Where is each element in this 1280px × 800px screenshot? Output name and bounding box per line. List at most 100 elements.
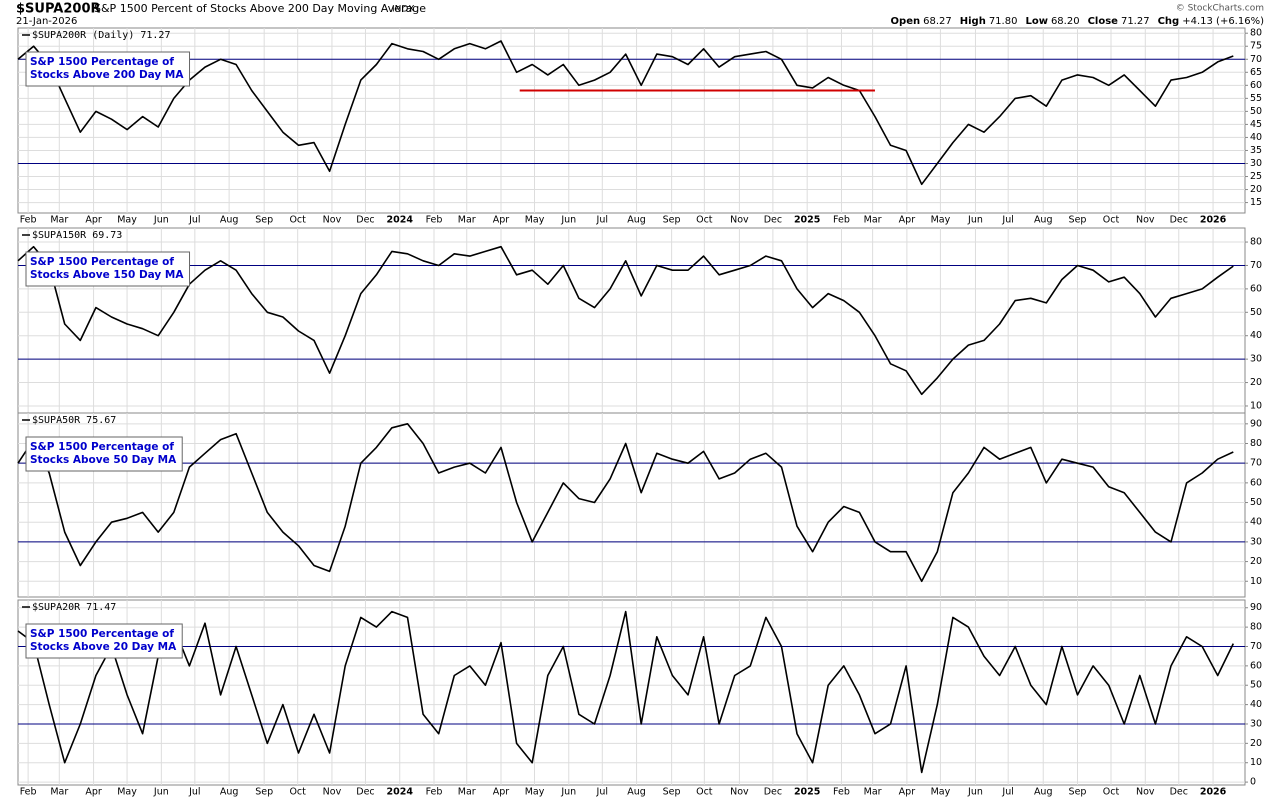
quote-value: 71.80 bbox=[989, 16, 1018, 27]
symbol: $SUPA200R bbox=[16, 2, 101, 17]
x-tick-label: Dec bbox=[764, 787, 782, 798]
x-tick-label: May bbox=[931, 787, 951, 798]
quote-value: 68.20 bbox=[1051, 16, 1080, 27]
x-tick-label: Jul bbox=[596, 215, 608, 226]
x-tick-label: Jul bbox=[188, 787, 200, 798]
x-tick-label: Dec bbox=[356, 215, 374, 226]
x-tick-label: Jul bbox=[188, 215, 200, 226]
quote-label: High bbox=[960, 16, 986, 27]
x-tick-label: 2026 bbox=[1200, 787, 1227, 798]
y-tick-label: 90 bbox=[1250, 602, 1262, 613]
date: 21-Jan-2026 bbox=[16, 16, 77, 27]
series-line bbox=[17, 610, 1235, 774]
y-tick-label: 45 bbox=[1250, 119, 1262, 130]
copyright: © StockCharts.com bbox=[1176, 4, 1264, 14]
y-tick-label: 10 bbox=[1250, 757, 1262, 768]
quote-value: +4.13 (+6.16%) bbox=[1182, 16, 1264, 27]
annotation-text: Stocks Above 200 Day MA bbox=[30, 69, 184, 81]
y-tick-label: 60 bbox=[1250, 80, 1262, 91]
y-tick-label: 55 bbox=[1250, 93, 1262, 104]
x-tick-label: Mar bbox=[50, 215, 68, 226]
annotation-text: Stocks Above 20 Day MA bbox=[30, 641, 177, 653]
x-tick-label: Mar bbox=[458, 215, 476, 226]
x-tick-label: Feb bbox=[20, 787, 37, 798]
y-tick-label: 30 bbox=[1250, 536, 1262, 547]
x-tick-label: Aug bbox=[627, 215, 646, 226]
y-tick-label: 30 bbox=[1250, 354, 1262, 365]
quote-value: 71.27 bbox=[1121, 16, 1150, 27]
x-tick-label: Sep bbox=[1069, 787, 1087, 798]
series-line bbox=[17, 245, 1234, 396]
x-tick-label: Mar bbox=[458, 787, 476, 798]
x-tick-label: 2024 bbox=[387, 787, 414, 798]
x-tick-label: Mar bbox=[50, 787, 68, 798]
y-tick-label: 40 bbox=[1250, 330, 1262, 341]
x-tick-label: Apr bbox=[493, 787, 510, 798]
panel-title: $SUPA150R 69.73 bbox=[32, 230, 122, 241]
y-tick-label: 15 bbox=[1250, 197, 1262, 208]
y-tick-label: 0 bbox=[1250, 777, 1256, 788]
quote-value: 68.27 bbox=[923, 16, 952, 27]
x-tick-label: Dec bbox=[764, 215, 782, 226]
x-tick-label: Sep bbox=[663, 215, 681, 226]
x-tick-label: 2025 bbox=[794, 215, 820, 226]
x-tick-label: Apr bbox=[85, 215, 102, 226]
y-tick-label: 30 bbox=[1250, 718, 1262, 729]
x-tick-label: May bbox=[117, 215, 137, 226]
x-tick-label: May bbox=[525, 787, 545, 798]
series-line bbox=[17, 40, 1234, 186]
x-tick-label: Feb bbox=[833, 787, 850, 798]
x-tick-label: Jun bbox=[967, 787, 983, 798]
x-tick-label: Feb bbox=[426, 787, 443, 798]
x-tick-label: Sep bbox=[663, 787, 681, 798]
y-tick-label: 70 bbox=[1250, 641, 1262, 652]
x-tick-label: Jun bbox=[560, 787, 576, 798]
x-tick-label: Aug bbox=[220, 215, 239, 226]
exchange: INDX bbox=[392, 5, 414, 15]
x-tick-label: Jul bbox=[596, 787, 608, 798]
y-tick-label: 20 bbox=[1250, 377, 1262, 388]
x-tick-label: Nov bbox=[730, 215, 749, 226]
y-tick-label: 50 bbox=[1250, 497, 1262, 508]
quote-label: Open bbox=[891, 16, 921, 27]
x-tick-label: Apr bbox=[899, 215, 916, 226]
quote-label: Chg bbox=[1158, 16, 1180, 27]
y-tick-label: 40 bbox=[1250, 699, 1262, 710]
x-tick-label: Apr bbox=[493, 215, 510, 226]
y-tick-label: 50 bbox=[1250, 106, 1262, 117]
y-tick-label: 60 bbox=[1250, 283, 1262, 294]
x-tick-label: Nov bbox=[730, 787, 749, 798]
panel-frame bbox=[17, 599, 1246, 786]
x-tick-label: Dec bbox=[356, 787, 374, 798]
annotation-text: S&P 1500 Percentage of bbox=[30, 441, 174, 453]
x-tick-label: Nov bbox=[323, 787, 342, 798]
x-tick-label: May bbox=[117, 787, 137, 798]
y-tick-label: 80 bbox=[1250, 237, 1262, 248]
annotation-text: S&P 1500 Percentage of bbox=[30, 56, 174, 68]
x-tick-label: Aug bbox=[220, 787, 239, 798]
x-tick-label: Dec bbox=[1170, 787, 1188, 798]
y-tick-label: 40 bbox=[1250, 132, 1262, 143]
annotation-text: S&P 1500 Percentage of bbox=[30, 628, 174, 640]
x-tick-label: May bbox=[525, 215, 545, 226]
quote: Open 68.27 High 71.80 Low 68.20 Close 71.27 Chg +… bbox=[891, 16, 1265, 27]
y-tick-label: 80 bbox=[1250, 28, 1262, 39]
y-tick-label: 70 bbox=[1250, 458, 1262, 469]
x-tick-label: Apr bbox=[899, 787, 916, 798]
x-tick-label: Sep bbox=[1069, 215, 1087, 226]
y-tick-label: 35 bbox=[1250, 145, 1262, 156]
x-tick-label: Jul bbox=[1001, 215, 1013, 226]
x-tick-label: Sep bbox=[255, 787, 273, 798]
panel-title: $SUPA50R 75.67 bbox=[32, 415, 116, 426]
x-tick-label: 2026 bbox=[1200, 215, 1227, 226]
panel-frame bbox=[17, 227, 1246, 414]
y-tick-label: 70 bbox=[1250, 54, 1262, 65]
x-tick-label: Nov bbox=[323, 215, 342, 226]
x-tick-label: Feb bbox=[20, 215, 37, 226]
annotation-text: S&P 1500 Percentage of bbox=[30, 256, 174, 268]
annotation-box bbox=[25, 51, 191, 87]
x-tick-label: Jul bbox=[1001, 787, 1013, 798]
y-tick-label: 90 bbox=[1250, 418, 1262, 429]
x-tick-label: Jun bbox=[153, 787, 169, 798]
x-tick-label: Dec bbox=[1170, 215, 1188, 226]
